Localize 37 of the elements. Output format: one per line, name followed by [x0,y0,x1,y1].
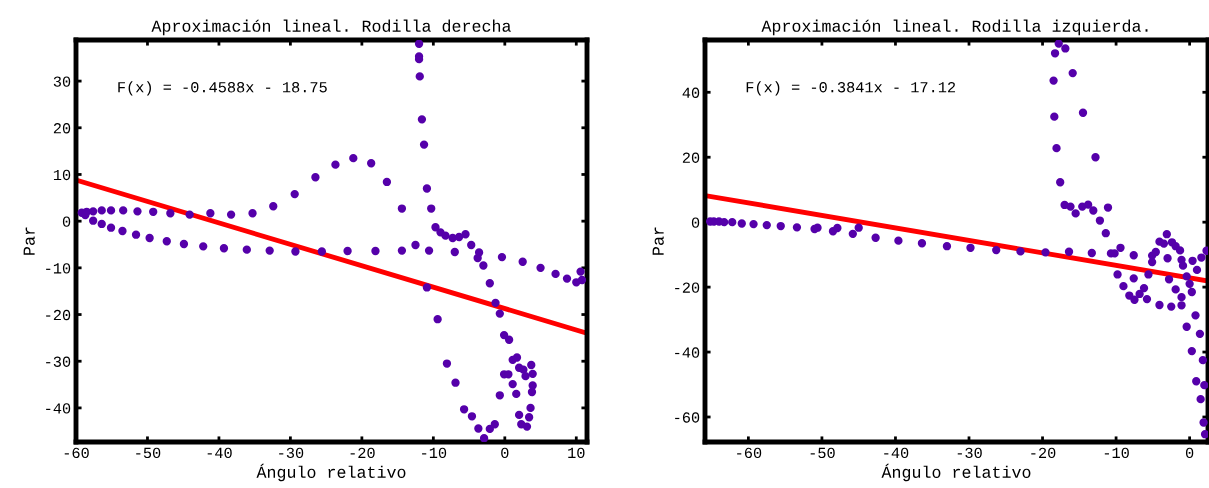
x-tick-label: -10 [1104,447,1129,459]
x-tick-label: -50 [810,447,835,459]
x-tick-label: -60 [64,447,89,459]
y-tick-label: -60 [675,412,700,423]
x-tick-label: -30 [957,447,982,459]
x-tick-label: -30 [279,447,304,459]
y-tick-label: 20 [682,152,700,163]
x-tick-label: -60 [737,447,762,459]
x-tick-label: -40 [884,447,909,459]
y-tick-label: 20 [53,123,71,134]
x-tick-label: 0 [501,447,509,459]
y-tick-label: -40 [675,347,700,358]
chart-title: Aproximación lineal. Rodilla izquierda. [761,19,1148,36]
x-tick-label: -50 [136,447,161,459]
y-axis-title: Par [23,227,35,255]
y-tick-label: 0 [62,216,71,227]
annotation: F(x) = -0.3841x - 17.12 [746,81,956,96]
x-axis-title: Ángulo relativo [881,463,1031,482]
x-tick-label: -20 [350,447,375,459]
y-tick-label: -20 [675,282,700,293]
y-tick-label: 40 [682,87,700,98]
y-tick-label: 30 [53,76,71,87]
y-tick-label: -30 [46,356,71,367]
y-tick-label: -40 [46,403,71,414]
y-axis-title: Par [652,227,664,255]
x-tick-label: -40 [207,447,232,459]
y-tick-label: 10 [53,169,71,181]
y-tick-label: 0 [691,217,700,228]
x-tick-label: -10 [422,447,447,459]
x-tick-label: 0 [1185,447,1194,459]
y-tick-label: -20 [46,309,71,321]
x-tick-label: 10 [568,447,585,459]
x-axis-title: Ángulo relativo [256,463,406,482]
annotation: F(x) = -0.4588x - 18.75 [118,81,327,96]
x-tick-label: -20 [1031,447,1056,459]
chart-title: Aproximación lineal. Rodilla derecha [151,19,511,36]
y-tick-label: -10 [46,263,71,274]
